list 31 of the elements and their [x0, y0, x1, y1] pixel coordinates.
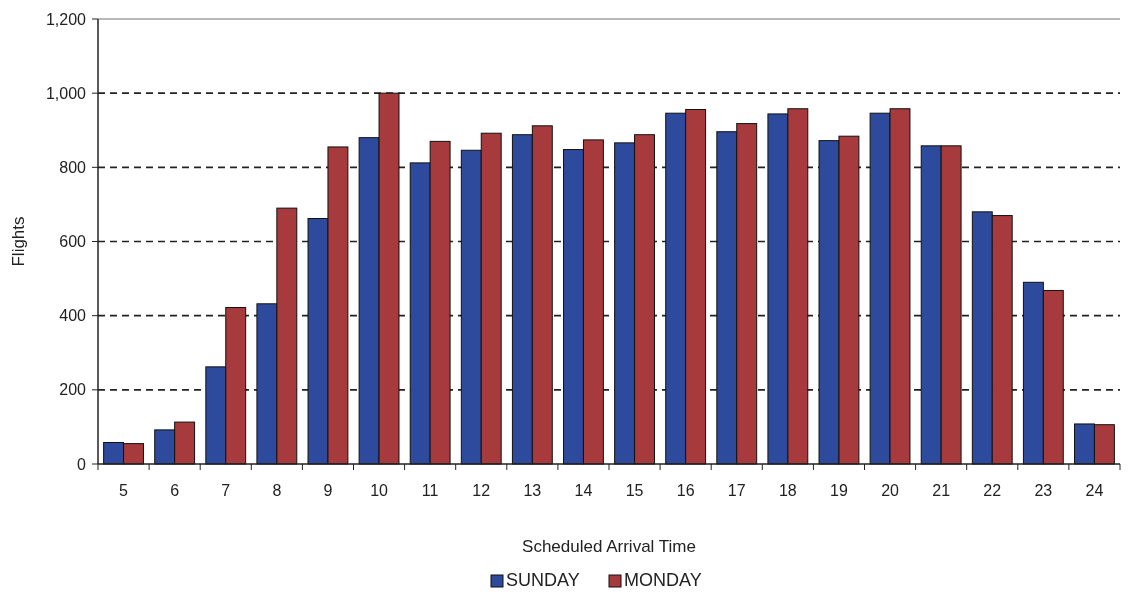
x-tick-label: 6 [170, 482, 180, 499]
x-tick-label: 20 [881, 482, 900, 499]
x-tick-label: 8 [272, 482, 282, 499]
x-tick-label: 14 [574, 482, 593, 499]
x-tick-label: 22 [983, 482, 1002, 499]
y-tick-label: 600 [59, 233, 87, 251]
x-tick-label: 7 [221, 482, 231, 499]
legend-label: MONDAY [624, 570, 702, 590]
y-tick-label: 400 [59, 307, 87, 325]
x-tick-label: 16 [676, 482, 695, 499]
x-tick-label: 23 [1034, 482, 1053, 499]
x-tick-label: 15 [625, 482, 644, 499]
x-tick-label: 11 [421, 482, 439, 499]
legend-label: SUNDAY [506, 570, 580, 590]
x-tick-label: 13 [523, 482, 542, 499]
y-tick-label: 0 [77, 455, 87, 473]
x-tick-label: 17 [727, 482, 746, 499]
y-tick-label: 800 [59, 158, 87, 176]
x-tick-label: 19 [830, 482, 848, 499]
y-tick-label: 1,000 [45, 84, 87, 102]
y-axis-title: Flights [9, 216, 28, 267]
x-tick-label: 5 [119, 482, 129, 499]
x-tick-label: 24 [1085, 482, 1104, 499]
x-axis-title: Scheduled Arrival Time [522, 537, 696, 556]
x-tick-label: 10 [370, 482, 389, 499]
x-tick-label: 21 [932, 482, 951, 499]
y-tick-label: 1,200 [45, 10, 87, 28]
x-tick-label: 9 [323, 482, 333, 499]
x-tick-label: 18 [778, 482, 797, 499]
y-tick-label: 200 [59, 381, 87, 399]
x-tick-label: 12 [472, 482, 491, 499]
